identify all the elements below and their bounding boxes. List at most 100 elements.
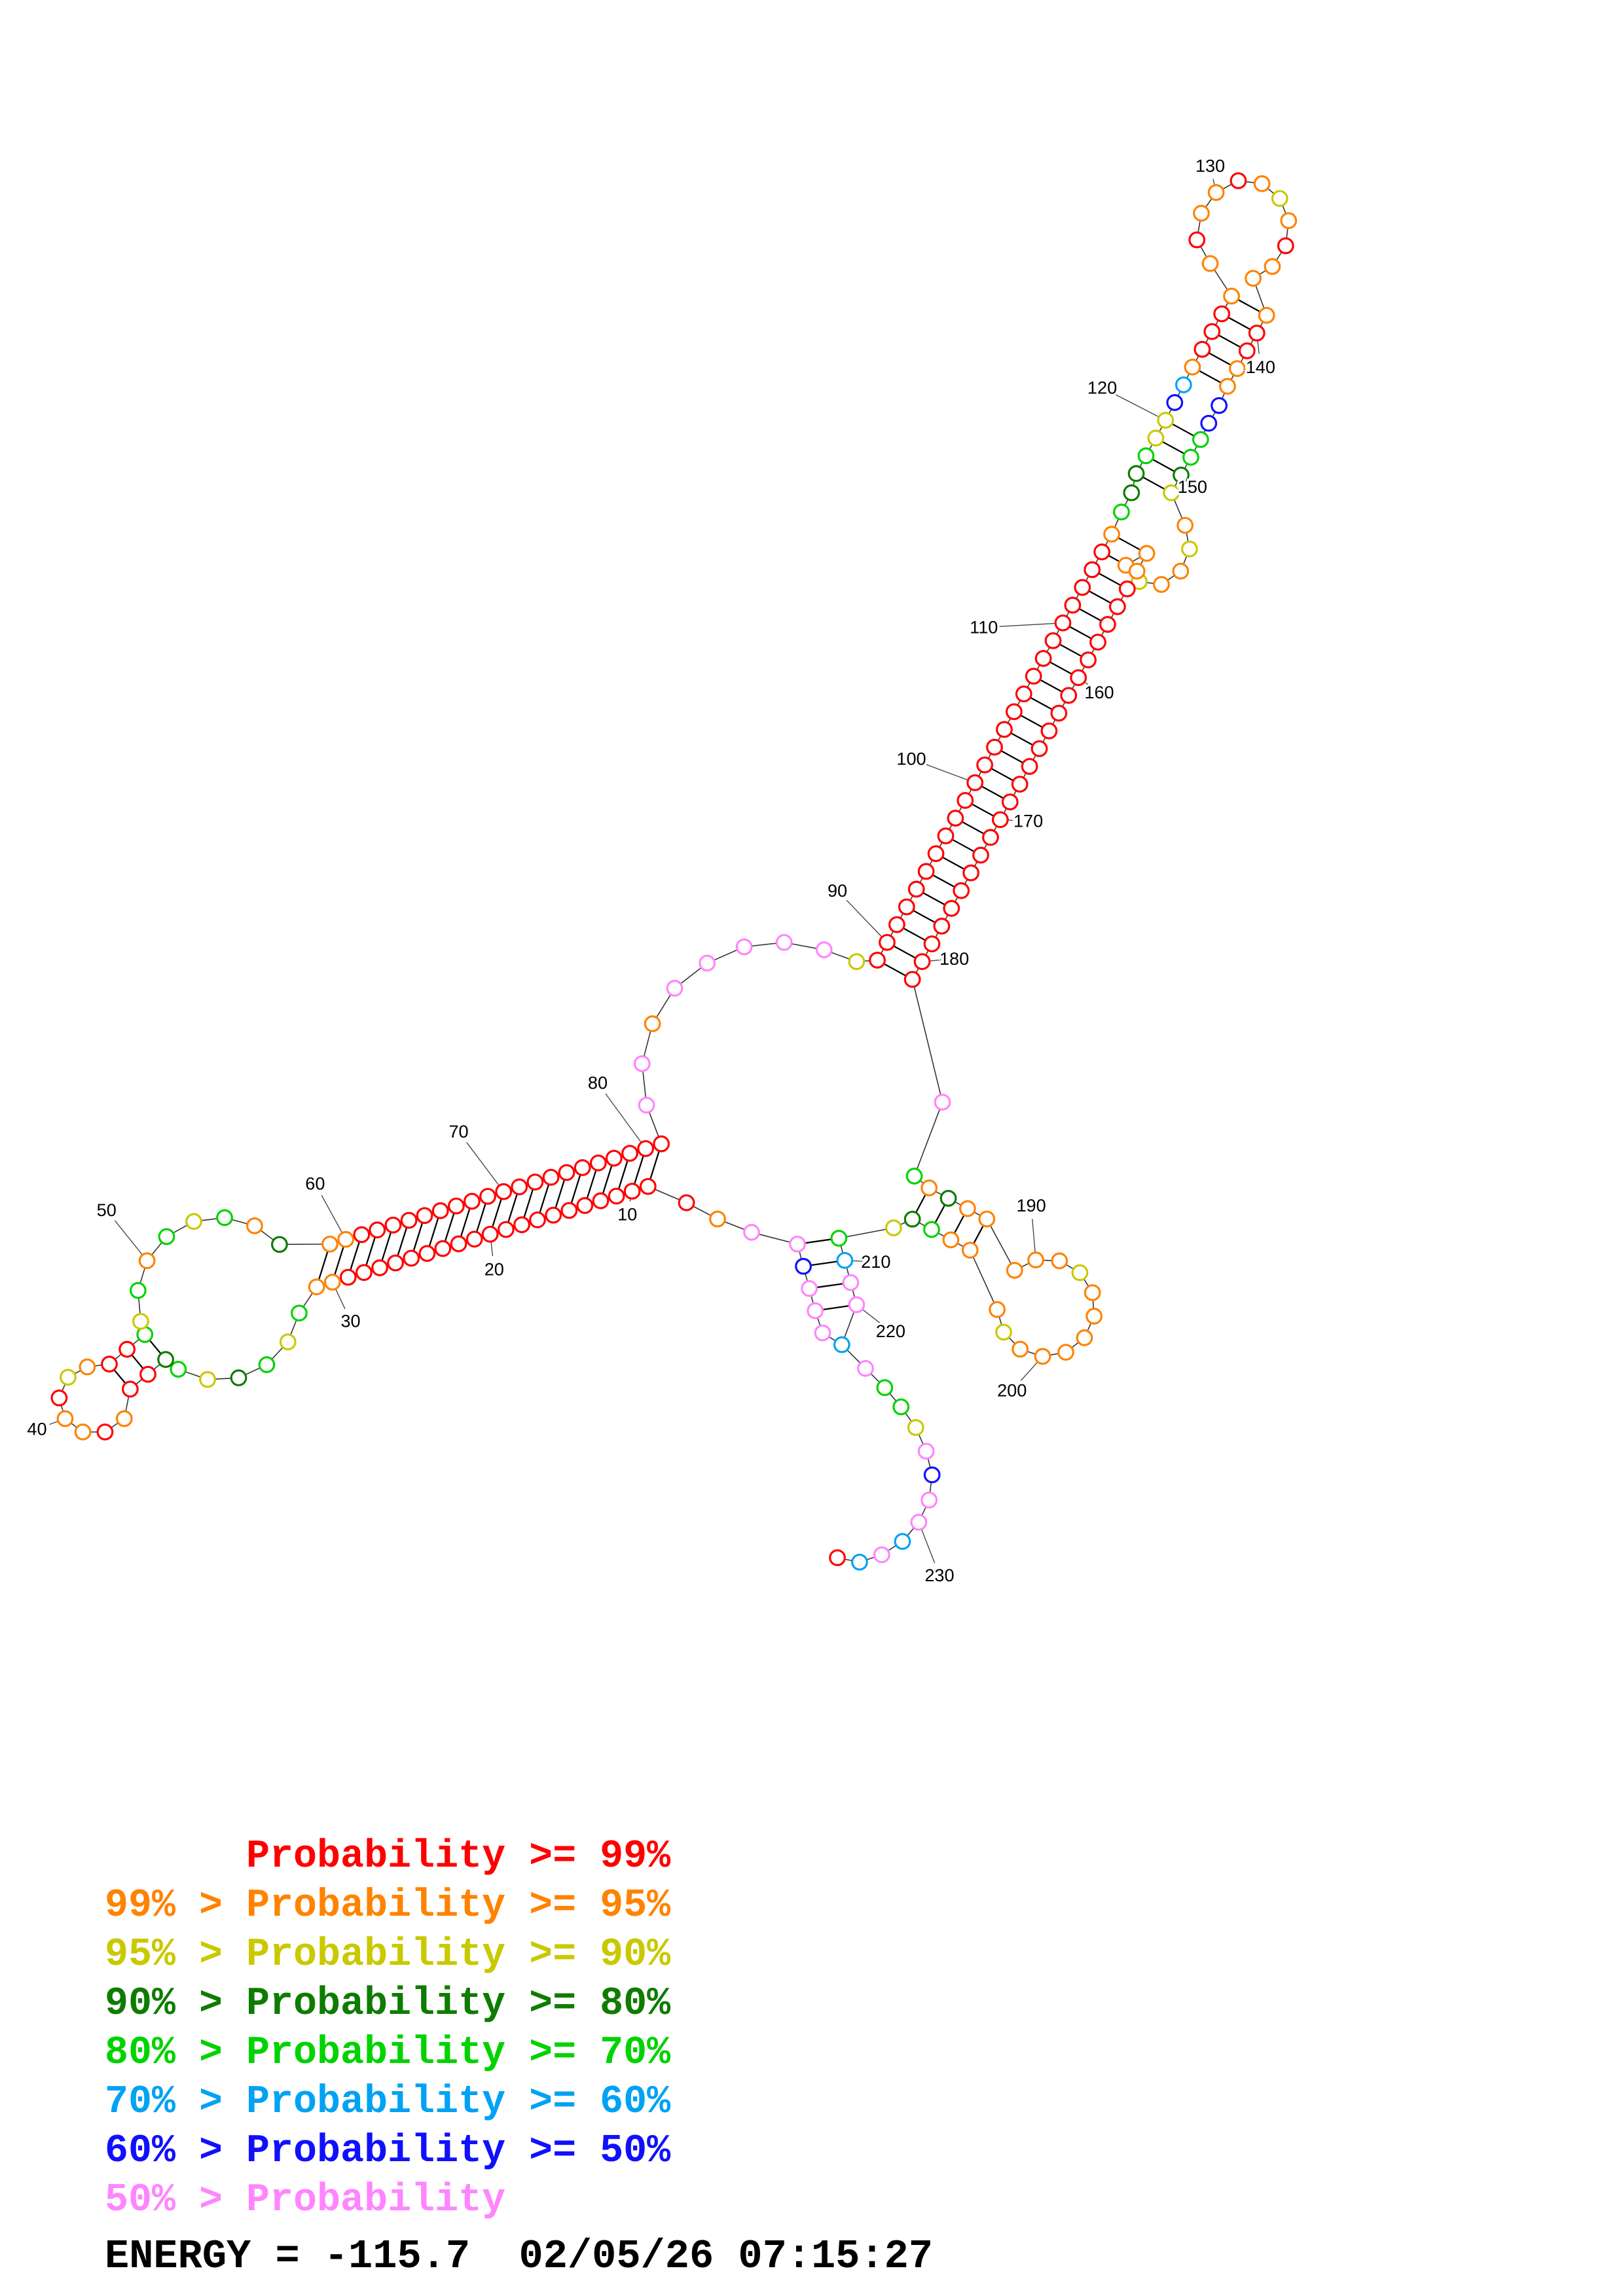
nucleotide [323, 1274, 341, 1291]
nucleotide [830, 1229, 848, 1247]
nucleotide [96, 1424, 114, 1441]
nucleotide [869, 952, 886, 969]
nucleotide [1108, 598, 1126, 615]
nucleotide [1044, 632, 1062, 649]
nucleotide [1025, 668, 1042, 685]
nucleotide [1127, 465, 1145, 482]
nucleotide [138, 1252, 156, 1270]
nucleotide [605, 1149, 623, 1167]
nucleotide [633, 1055, 651, 1073]
nucleotide [1074, 579, 1091, 596]
nucleotide [1157, 412, 1175, 429]
nucleotide [933, 918, 951, 935]
nucleotide [129, 1282, 147, 1299]
nucleotide [1228, 360, 1246, 377]
nucleotide [1188, 231, 1206, 249]
nucleotide [356, 1264, 373, 1282]
probability-legend: Probability >= 99% 99% > Probability >= 9… [105, 1833, 670, 2225]
nucleotide [978, 1210, 996, 1228]
nucleotide [1005, 703, 1023, 721]
nucleotide [576, 1197, 594, 1214]
nucleotide [1203, 323, 1221, 340]
nucleotide [1172, 562, 1190, 580]
nucleotide [1277, 237, 1294, 255]
nucleotide [1057, 1344, 1074, 1361]
position-label: 100 [896, 749, 926, 769]
nucleotide [1192, 431, 1209, 448]
nucleotide [558, 1164, 575, 1181]
nucleotide [416, 1207, 433, 1225]
nucleotide [513, 1216, 530, 1234]
nucleotide [1071, 1264, 1089, 1282]
nucleotide [666, 980, 684, 997]
nucleotide [1085, 1308, 1103, 1325]
nucleotide [1176, 516, 1194, 534]
nucleotide [989, 1300, 1006, 1318]
legend-entry: 70% > Probability >= 60% [105, 2080, 671, 2125]
nucleotide [1271, 190, 1288, 207]
nucleotide [888, 916, 905, 933]
nucleotide [972, 846, 989, 864]
position-label: 200 [997, 1380, 1027, 1401]
nucleotide [529, 1211, 546, 1229]
nucleotide [1207, 184, 1225, 202]
nucleotide [934, 1094, 951, 1111]
nucleotide [339, 1268, 357, 1286]
position-label: 60 [305, 1173, 325, 1193]
nucleotide [1054, 614, 1072, 632]
position-label: 30 [340, 1310, 360, 1331]
nucleotide [907, 1419, 924, 1436]
nucleotide [917, 863, 935, 880]
nucleotide [842, 1274, 860, 1291]
nucleotide [418, 1245, 436, 1263]
nucleotide [1021, 758, 1038, 775]
legend-entry: 95% > Probability >= 90% [105, 1933, 671, 1977]
position-label: 90 [828, 880, 847, 901]
position-label: 80 [588, 1073, 608, 1093]
nucleotide [836, 1251, 854, 1269]
nucleotide [953, 882, 970, 899]
nucleotide [848, 1296, 866, 1314]
nucleotide [384, 1216, 402, 1234]
position-label: 180 [939, 948, 969, 969]
nucleotide [50, 1390, 68, 1407]
nucleotide [1076, 1329, 1093, 1346]
nucleotide [1147, 429, 1165, 447]
nucleotide [1001, 793, 1019, 811]
position-label: 170 [1013, 811, 1043, 831]
nucleotide [898, 898, 915, 916]
nucleotide [873, 1546, 890, 1564]
nucleotide [885, 1219, 902, 1236]
nucleotide [623, 1183, 641, 1200]
nucleotide [185, 1213, 202, 1230]
nucleotide [921, 1179, 938, 1196]
nucleotide [1011, 776, 1029, 793]
nucleotide [270, 1236, 288, 1253]
nucleotide [497, 1221, 515, 1238]
nucleotide [431, 1202, 449, 1219]
nucleotide [308, 1278, 325, 1296]
nucleotide [995, 1323, 1012, 1341]
nucleotide [157, 1351, 174, 1369]
nucleotide [369, 1221, 386, 1239]
position-label: 110 [970, 617, 998, 637]
nucleotide [1128, 562, 1146, 580]
nucleotide [592, 1192, 610, 1210]
nucleotide [1175, 376, 1192, 393]
nucleotide [991, 811, 1009, 829]
nucleotide [1030, 740, 1048, 757]
nucleotide [1163, 484, 1180, 501]
nucleotide [775, 934, 793, 951]
nucleotide [574, 1159, 591, 1176]
energy-line: ENERGY = -115.7 02/05/26 07:15:27 [105, 2233, 934, 2280]
nucleotide [353, 1226, 371, 1244]
nucleotide [638, 1096, 655, 1114]
nucleotide [246, 1217, 263, 1234]
nucleotide [907, 880, 925, 898]
nucleotide [943, 900, 960, 917]
nucleotide [463, 1193, 481, 1210]
nucleotide [1034, 1348, 1051, 1365]
position-label: 120 [1087, 378, 1117, 398]
nucleotide [1223, 287, 1240, 305]
